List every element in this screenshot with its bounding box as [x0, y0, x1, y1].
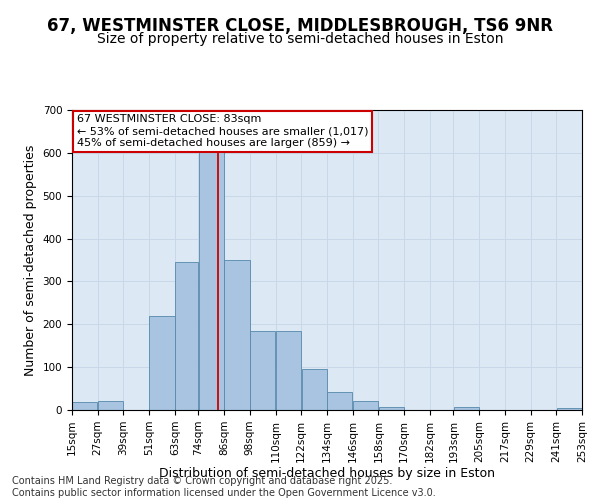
Bar [73, 402, 97, 410]
Bar [149, 316, 175, 410]
Text: 67 WESTMINSTER CLOSE: 83sqm
← 53% of semi-detached houses are smaller (1,017)
45: 67 WESTMINSTER CLOSE: 83sqm ← 53% of sem… [77, 114, 368, 148]
Bar [302, 370, 326, 410]
Bar [276, 330, 301, 410]
Bar [379, 406, 404, 410]
Bar [353, 400, 378, 410]
Bar [224, 260, 250, 410]
Bar [175, 262, 198, 410]
Text: 67, WESTMINSTER CLOSE, MIDDLESBROUGH, TS6 9NR: 67, WESTMINSTER CLOSE, MIDDLESBROUGH, TS… [47, 18, 553, 36]
Text: Contains HM Land Registry data © Crown copyright and database right 2025.
Contai: Contains HM Land Registry data © Crown c… [12, 476, 436, 498]
Y-axis label: Number of semi-detached properties: Number of semi-detached properties [24, 144, 37, 376]
Bar [199, 146, 224, 410]
Bar [557, 408, 581, 410]
X-axis label: Distribution of semi-detached houses by size in Eston: Distribution of semi-detached houses by … [159, 468, 495, 480]
Text: Size of property relative to semi-detached houses in Eston: Size of property relative to semi-detach… [97, 32, 503, 46]
Bar [250, 330, 275, 410]
Bar [98, 400, 123, 410]
Bar [328, 392, 352, 410]
Bar [454, 406, 479, 410]
